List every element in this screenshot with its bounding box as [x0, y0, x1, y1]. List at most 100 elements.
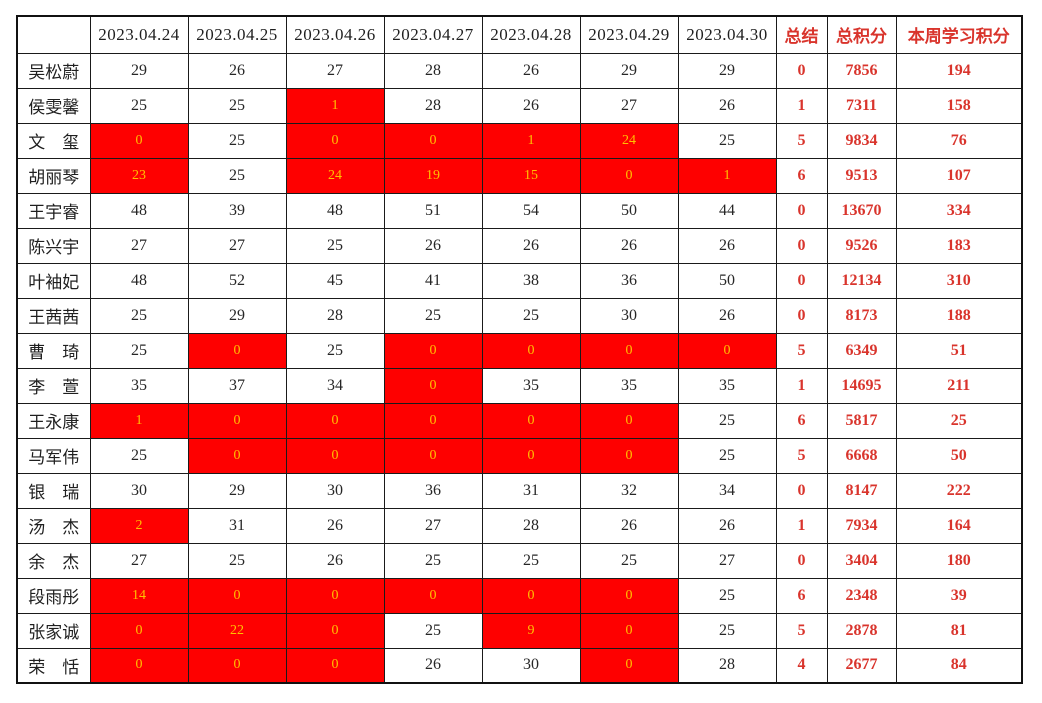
student-name-cell: 荣 恬	[16, 647, 91, 684]
table-row: 王永康 1 0 0 0 0 0 25 6 5817 25	[16, 402, 1023, 439]
table-row: 王茜茜 25 29 28 25 25 30 26 0 8173 188	[16, 297, 1023, 334]
daily-score-cell-highlighted: 0	[481, 402, 581, 439]
daily-score-cell-highlighted: 0	[481, 577, 581, 614]
student-name-cell: 陈兴宇	[16, 227, 91, 264]
week-points-header: 本周学习积分	[895, 15, 1023, 54]
total-points-cell: 2878	[826, 612, 897, 649]
week-points-cell: 180	[895, 542, 1023, 579]
week-points-cell: 25	[895, 402, 1023, 439]
daily-score-cell: 29	[89, 52, 189, 89]
daily-score-cell: 26	[383, 647, 483, 684]
daily-score-cell-highlighted: 0	[383, 577, 483, 614]
week-points-cell: 51	[895, 332, 1023, 369]
daily-score-cell: 25	[677, 577, 777, 614]
student-name-cell: 马军伟	[16, 437, 91, 474]
daily-score-cell-highlighted: 0	[579, 612, 679, 649]
total-points-cell: 13670	[826, 192, 897, 229]
daily-score-cell-highlighted: 9	[481, 612, 581, 649]
daily-score-cell-highlighted: 0	[383, 437, 483, 474]
summary-count-cell: 6	[775, 577, 828, 614]
table-row: 荣 恬 0 0 0 26 30 0 28 4 2677 84	[16, 647, 1023, 684]
date-header-1: 2023.04.24	[89, 15, 189, 54]
table-row: 文 玺 0 25 0 0 1 24 25 5 9834 76	[16, 122, 1023, 159]
daily-score-cell: 28	[677, 647, 777, 684]
daily-score-cell: 26	[677, 507, 777, 544]
student-name-cell: 余 杰	[16, 542, 91, 579]
total-points-cell: 7934	[826, 507, 897, 544]
table-row: 段雨彤 14 0 0 0 0 0 25 6 2348 39	[16, 577, 1023, 614]
date-header-4: 2023.04.27	[383, 15, 483, 54]
daily-score-cell: 30	[481, 647, 581, 684]
total-points-cell: 7856	[826, 52, 897, 89]
table-row: 汤 杰 2 31 26 27 28 26 26 1 7934 164	[16, 507, 1023, 544]
daily-score-cell: 31	[481, 472, 581, 509]
daily-score-cell-highlighted: 0	[481, 332, 581, 369]
daily-score-cell-highlighted: 0	[187, 647, 287, 684]
student-name-cell: 侯雯馨	[16, 87, 91, 124]
table-body: 吴松蔚 29 26 27 28 26 29 29 0 7856 194 侯雯馨 25 25 1 28 26 27 2…	[16, 52, 1023, 684]
student-name-cell: 王永康	[16, 402, 91, 439]
summary-count-cell: 5	[775, 437, 828, 474]
daily-score-cell: 39	[187, 192, 287, 229]
daily-score-cell-highlighted: 0	[285, 122, 385, 159]
week-points-cell: 39	[895, 577, 1023, 614]
student-name-cell: 汤 杰	[16, 507, 91, 544]
daily-score-cell-highlighted: 0	[579, 402, 679, 439]
daily-score-cell-highlighted: 0	[579, 437, 679, 474]
daily-score-cell: 48	[89, 192, 189, 229]
table-row: 张家诚 0 22 0 25 9 0 25 5 2878 81	[16, 612, 1023, 649]
daily-score-cell-highlighted: 22	[187, 612, 287, 649]
daily-score-cell: 25	[187, 122, 287, 159]
daily-score-cell-highlighted: 1	[89, 402, 189, 439]
daily-score-cell: 52	[187, 262, 287, 299]
daily-score-cell: 29	[187, 297, 287, 334]
daily-score-cell: 54	[481, 192, 581, 229]
summary-count-cell: 4	[775, 647, 828, 684]
date-header-3: 2023.04.26	[285, 15, 385, 54]
daily-score-cell-highlighted: 0	[89, 647, 189, 684]
daily-score-cell-highlighted: 0	[383, 402, 483, 439]
student-name-cell: 叶袖妃	[16, 262, 91, 299]
total-points-cell: 9513	[826, 157, 897, 194]
week-points-cell: 222	[895, 472, 1023, 509]
daily-score-cell-highlighted: 19	[383, 157, 483, 194]
daily-score-cell-highlighted: 0	[187, 402, 287, 439]
total-points-cell: 8173	[826, 297, 897, 334]
daily-score-cell-highlighted: 0	[285, 437, 385, 474]
daily-score-cell: 35	[89, 367, 189, 404]
summary-count-cell: 1	[775, 367, 828, 404]
week-points-cell: 334	[895, 192, 1023, 229]
student-name-cell: 银 瑞	[16, 472, 91, 509]
daily-score-cell: 51	[383, 192, 483, 229]
summary-count-cell: 0	[775, 192, 828, 229]
daily-score-cell: 28	[481, 507, 581, 544]
daily-score-cell: 27	[579, 87, 679, 124]
daily-score-cell-highlighted: 1	[481, 122, 581, 159]
daily-score-cell: 26	[481, 87, 581, 124]
table-row: 叶袖妃 48 52 45 41 38 36 50 0 12134 310	[16, 262, 1023, 299]
week-points-cell: 188	[895, 297, 1023, 334]
daily-score-cell: 25	[187, 542, 287, 579]
student-name-cell: 李 萱	[16, 367, 91, 404]
daily-score-cell: 44	[677, 192, 777, 229]
daily-score-cell-highlighted: 24	[285, 157, 385, 194]
daily-score-cell-highlighted: 1	[285, 87, 385, 124]
daily-score-cell: 28	[285, 297, 385, 334]
summary-count-cell: 0	[775, 262, 828, 299]
table-row: 余 杰 27 25 26 25 25 25 27 0 3404 180	[16, 542, 1023, 579]
daily-score-cell: 36	[579, 262, 679, 299]
summary-count-cell: 0	[775, 542, 828, 579]
date-header-6: 2023.04.29	[579, 15, 679, 54]
daily-score-cell: 26	[579, 227, 679, 264]
daily-score-cell-highlighted: 0	[89, 612, 189, 649]
daily-score-cell-highlighted: 0	[677, 332, 777, 369]
daily-score-cell: 25	[285, 332, 385, 369]
total-points-cell: 5817	[826, 402, 897, 439]
total-points-cell: 7311	[826, 87, 897, 124]
daily-score-cell: 48	[285, 192, 385, 229]
daily-score-cell: 26	[481, 52, 581, 89]
summary-count-cell: 1	[775, 507, 828, 544]
week-points-cell: 81	[895, 612, 1023, 649]
daily-score-cell-highlighted: 0	[285, 402, 385, 439]
